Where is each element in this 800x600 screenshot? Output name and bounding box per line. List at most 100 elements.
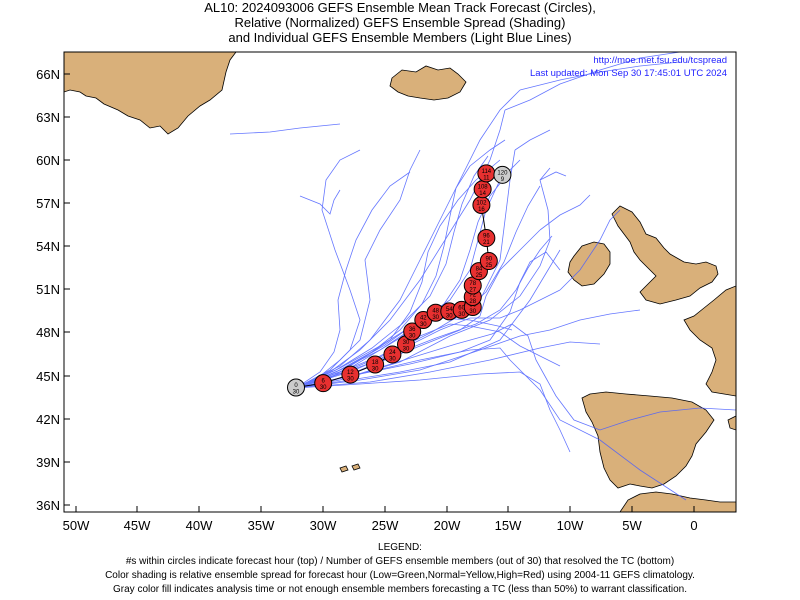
forecast-circle	[366, 355, 385, 374]
member-track	[295, 341, 601, 389]
forecast-hour: 24	[389, 350, 396, 356]
forecast-circle	[314, 374, 333, 393]
lon-label: 5W	[622, 518, 642, 533]
lon-label: 45W	[124, 518, 151, 533]
balearic-sardinia	[727, 415, 736, 431]
member-count: 30	[432, 315, 439, 321]
title-line-3: and Individual GEFS Ensemble Members (Li…	[228, 30, 572, 45]
forecast-hour: 114	[482, 169, 492, 175]
member-count: 30	[420, 322, 427, 328]
lat-label: 36N	[36, 498, 60, 513]
forecast-circle	[383, 345, 402, 364]
forecast-hour: 102	[476, 200, 487, 206]
member-track	[295, 109, 506, 389]
lat-label: 66N	[36, 67, 60, 82]
member-track	[229, 123, 341, 135]
lat-label: 54N	[36, 239, 60, 254]
legend-line-1: #s within circles indicate forecast hour…	[125, 556, 675, 567]
axis-ticks	[64, 73, 695, 512]
legend-line-2: Color shading is relative ensemble sprea…	[105, 570, 695, 581]
member-count: 30	[458, 312, 465, 318]
member-track	[539, 194, 591, 231]
longitude-labels: 50W 45W 40W 35W 30W 25W 20W 15W 10W 5W 0	[63, 518, 698, 533]
lat-label: 51N	[36, 282, 60, 297]
map-plot-area: 0306301230183024303030363042304830543060…	[64, 52, 736, 512]
lat-label: 57N	[36, 196, 60, 211]
forecast-hour: 120	[497, 170, 508, 176]
title-line-2: Relative (Normalized) GEFS Ensemble Spre…	[234, 15, 566, 30]
lat-label: 60N	[36, 153, 60, 168]
forecast-point: 630	[314, 374, 333, 393]
forecast-circle	[479, 252, 498, 271]
lon-label: 25W	[372, 518, 399, 533]
forecast-hour: 96	[483, 234, 490, 240]
forecast-hour: 84	[476, 267, 483, 273]
forecast-hour: 42	[420, 315, 427, 321]
member-count: 30	[469, 309, 476, 315]
legend-line-3: Gray color fill indicates analysis time …	[113, 584, 687, 595]
mean-track: 0306301230183024303030363042304830543060…	[287, 164, 512, 397]
member-track	[295, 149, 421, 389]
member-track	[295, 89, 521, 389]
member-count: 25	[476, 273, 483, 279]
forecast-hour: 0	[294, 383, 298, 389]
member-count: 30	[389, 356, 396, 362]
forecast-hour: 90	[485, 257, 492, 263]
iberia	[581, 391, 715, 489]
forecast-hour: 108	[478, 185, 489, 191]
source-url[interactable]: http://moe.met.fsu.edu/tcspread	[593, 55, 727, 66]
member-count: 30	[446, 313, 453, 319]
great-britain	[611, 205, 719, 305]
azores-1	[339, 465, 349, 473]
member-track	[295, 347, 687, 501]
ireland	[567, 241, 611, 287]
member-count: 11	[483, 175, 490, 181]
forecast-hour: 30	[403, 340, 410, 346]
track-map: 0306301230183024303030363042304830543060…	[36, 51, 737, 533]
lat-label: 42N	[36, 412, 60, 427]
member-track	[295, 323, 561, 389]
forecast-hour: 48	[432, 308, 439, 314]
member-count: 9	[501, 177, 505, 183]
lon-label: 40W	[186, 518, 213, 533]
lon-label: 50W	[63, 518, 90, 533]
greenland	[64, 52, 237, 135]
forecast-circle	[493, 165, 512, 184]
forecast-hour: 12	[347, 370, 354, 376]
member-track	[519, 61, 681, 91]
member-track	[295, 171, 411, 389]
forecast-hour: 78	[469, 281, 476, 287]
lat-label: 48N	[36, 325, 60, 340]
forecast-hour: 18	[372, 360, 379, 366]
north-africa	[619, 491, 736, 512]
france-europe	[683, 285, 736, 397]
member-count: 16	[478, 207, 485, 213]
forecast-circle	[341, 365, 360, 384]
member-count: 30	[409, 333, 416, 339]
lat-label: 45N	[36, 369, 60, 384]
azores-2	[351, 463, 361, 471]
member-track	[504, 52, 684, 111]
lon-label: 30W	[310, 518, 337, 533]
forecast-hour: 72	[469, 292, 476, 298]
member-track	[514, 129, 551, 151]
forecast-hour: 6	[322, 379, 326, 385]
member-count: 25	[485, 263, 492, 269]
member-count: 30	[293, 389, 300, 395]
lon-label: 35W	[248, 518, 275, 533]
landmasses	[64, 52, 736, 512]
title-line-1: AL10: 2024093006 GEFS Ensemble Mean Trac…	[204, 0, 596, 15]
lat-label: 63N	[36, 110, 60, 125]
member-count: 21	[483, 240, 490, 246]
member-track	[299, 189, 341, 215]
member-count: 28	[469, 299, 476, 305]
